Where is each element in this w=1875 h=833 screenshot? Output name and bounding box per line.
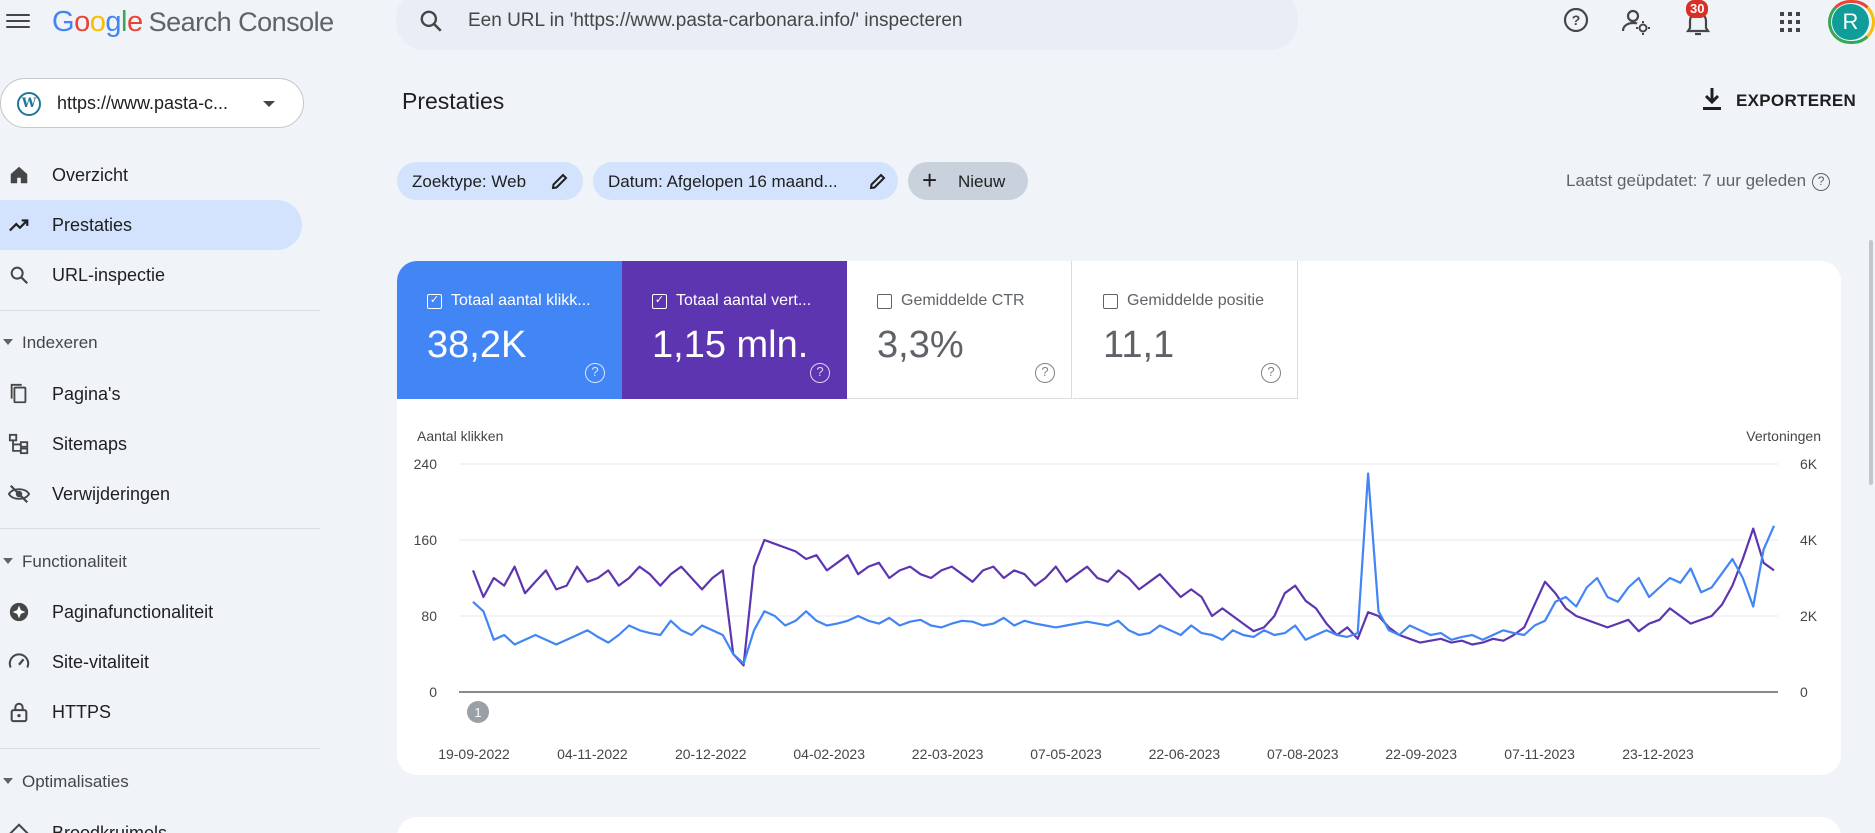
property-url: https://www.pasta-c... (57, 93, 229, 113)
user-settings-icon[interactable] (1618, 6, 1654, 42)
sidebar-item-sitemaps[interactable]: Sitemaps (0, 419, 302, 469)
x-tick-label: 07-11-2023 (1504, 746, 1575, 762)
y-right-tick-label: 4K (1800, 532, 1818, 548)
x-tick-label: 22-09-2023 (1385, 746, 1457, 762)
metric-total-impressions[interactable]: ✓ Totaal aantal vert... 1,15 mln. ? (622, 261, 847, 399)
collapse-triangle-icon (3, 339, 13, 345)
x-tick-label: 19-09-2022 (438, 746, 510, 762)
property-selector[interactable]: W https://www.pasta-c... (0, 78, 304, 128)
performance-card: ✓ Totaal aantal klikk... 38,2K ? ✓ Totaa… (397, 261, 1841, 775)
page-scrollbar[interactable] (1869, 240, 1873, 485)
top-bar: Google Search Console Een URL in 'https:/… (0, 0, 1875, 60)
sitemap-icon (8, 433, 29, 455)
y-right-tick-label: 2K (1800, 608, 1818, 624)
checkbox-checked-icon[interactable]: ✓ (652, 294, 667, 309)
y-left-tick-label: 240 (414, 456, 438, 472)
help-icon[interactable]: ? (1558, 6, 1594, 42)
search-icon (420, 10, 442, 32)
edit-pencil-icon (869, 173, 886, 190)
speed-icon (8, 653, 30, 668)
google-search-console-logo[interactable]: Google Search Console (52, 6, 334, 38)
section-indexing[interactable]: Indexeren (0, 329, 300, 359)
checkbox-checked-icon[interactable]: ✓ (427, 294, 442, 309)
pages-icon (10, 383, 27, 404)
checkbox-unchecked-icon[interactable] (1103, 294, 1118, 309)
checkbox-unchecked-icon[interactable] (877, 294, 892, 309)
performance-line-chart[interactable]: Aantal klikken Vertoningen 240 6K 160 4K 80 2… (397, 399, 1841, 775)
collapse-triangle-icon (3, 558, 13, 564)
metric-average-ctr[interactable]: Gemiddelde CTR 3,3% ? (847, 261, 1072, 399)
help-icon[interactable]: ? (585, 363, 605, 383)
section-features[interactable]: Functionaliteit (0, 548, 300, 578)
search-icon (10, 266, 29, 285)
visibility-off-icon (8, 484, 30, 504)
page-title: Prestaties (402, 88, 505, 114)
series-line-clicks[interactable] (472, 472, 1776, 665)
x-tick-label: 07-05-2023 (1030, 746, 1102, 762)
collapse-triangle-icon (3, 778, 13, 784)
sidebar-item-pages[interactable]: Pagina's (0, 369, 302, 419)
x-tick-label: 22-06-2023 (1149, 746, 1221, 762)
x-tick-label: 04-02-2023 (793, 746, 865, 762)
sidebar-item-page-experience[interactable]: Paginafunctionaliteit (0, 587, 302, 637)
sidebar-divider (0, 748, 320, 749)
sidebar-item-core-web-vitals[interactable]: Site-vitaliteit (0, 637, 302, 687)
sidebar-divider (0, 310, 320, 311)
filter-chip-search-type[interactable]: Zoektype: Web (397, 162, 583, 200)
apps-grid-icon[interactable] (1772, 6, 1808, 42)
x-tick-label: 04-11-2022 (557, 746, 628, 762)
home-icon (10, 166, 28, 184)
sidebar-item-overview[interactable]: Overzicht (0, 150, 302, 200)
y-left-tick-label: 0 (429, 684, 437, 700)
help-icon[interactable]: ? (1812, 173, 1831, 191)
download-icon (1703, 88, 1721, 110)
last-updated-text: Laatst geüpdatet: 7 uur geleden? (1566, 171, 1831, 191)
svg-text:?: ? (1572, 12, 1581, 28)
y-right-tick-label: 6K (1800, 456, 1818, 472)
sidebar-item-https[interactable]: HTTPS (0, 687, 302, 737)
metric-total-clicks[interactable]: ✓ Totaal aantal klikk... 38,2K ? (397, 261, 622, 399)
account-avatar[interactable]: R (1828, 0, 1875, 44)
y-axis-right-label: Vertoningen (1746, 428, 1821, 444)
search-placeholder: Een URL in 'https://www.pasta-carbonara.… (468, 10, 963, 31)
sidebar-divider (0, 528, 320, 529)
wordpress-icon: W (17, 92, 41, 116)
section-enhancements[interactable]: Optimalisaties (0, 768, 300, 798)
sidebar-item-performance[interactable]: Prestaties (0, 200, 302, 250)
sidebar-item-breadcrumbs[interactable]: Broodkruimels (0, 808, 302, 833)
x-tick-label: 22-03-2023 (912, 746, 984, 762)
add-filter-button[interactable]: + Nieuw (908, 162, 1028, 200)
sidebar-item-url-inspection[interactable]: URL-inspectie (0, 250, 302, 300)
filter-chip-date[interactable]: Datum: Afgelopen 16 maand... (593, 162, 898, 200)
menu-icon[interactable] (6, 10, 30, 30)
queries-card (397, 817, 1841, 833)
lock-icon (10, 702, 28, 723)
sidebar-item-removals[interactable]: Verwijderingen (0, 469, 302, 519)
help-icon[interactable]: ? (1035, 363, 1055, 383)
y-right-tick-label: 0 (1800, 684, 1808, 700)
trending-up-icon (9, 219, 29, 232)
x-tick-label: 07-08-2023 (1267, 746, 1339, 762)
diamond-icon (9, 823, 29, 833)
series-line-impressions[interactable] (471, 527, 1775, 667)
edit-pencil-icon (551, 173, 568, 190)
y-left-tick-label: 160 (414, 532, 438, 548)
url-inspect-search-bar[interactable]: Een URL in 'https://www.pasta-carbonara.… (396, 0, 1298, 50)
chevron-down-icon (263, 101, 275, 107)
notification-count-badge: 30 (1686, 0, 1709, 18)
y-left-tick-label: 80 (421, 608, 437, 624)
x-tick-label: 20-12-2022 (675, 746, 747, 762)
x-tick-label: 23-12-2023 (1622, 746, 1694, 762)
metric-average-position[interactable]: Gemiddelde positie 11,1 ? (1073, 261, 1298, 399)
help-icon[interactable]: ? (810, 363, 830, 383)
annotation-marker[interactable] (467, 701, 489, 723)
annotation-label: 1 (474, 705, 481, 720)
page-experience-icon (9, 602, 29, 622)
help-icon[interactable]: ? (1261, 363, 1281, 383)
y-axis-left-label: Aantal klikken (417, 428, 503, 444)
plus-icon: + (922, 165, 938, 195)
